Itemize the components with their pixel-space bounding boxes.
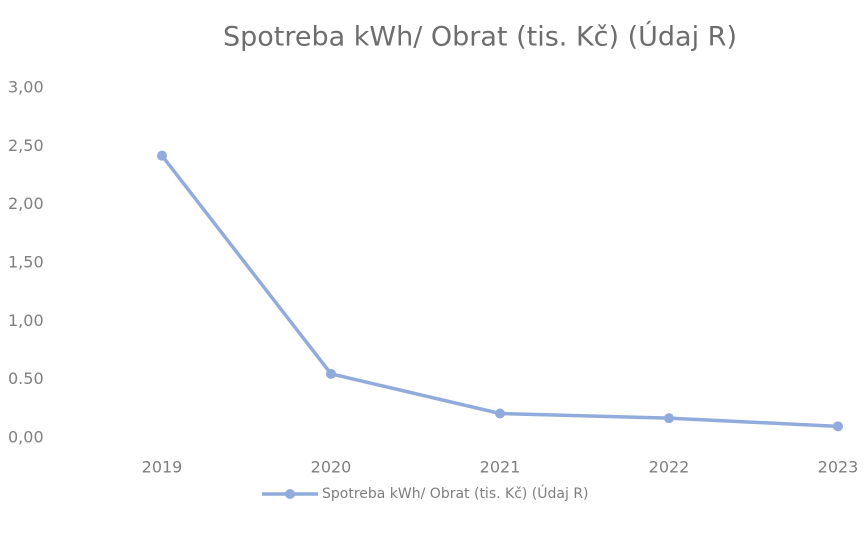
- point: [157, 150, 167, 161]
- x-tick-label: 2022: [649, 458, 690, 477]
- y-tick-label: 0.50: [8, 369, 44, 388]
- y-tick-label: 1,00: [8, 311, 44, 330]
- y-tick-label: 2,00: [8, 194, 44, 213]
- point: [833, 421, 843, 432]
- legend-label: Spotreba kWh/ Obrat (tis. Kč) (Údaj R): [322, 484, 589, 502]
- x-tick-label: 2021: [480, 458, 521, 477]
- point: [495, 408, 505, 419]
- series-line: [160, 154, 839, 429]
- chart-title: Spotreba kWh/ Obrat (tis. Kč) (Údaj R): [223, 21, 737, 53]
- y-tick-label: 1,50: [8, 253, 44, 272]
- y-tick-label: 3,00: [8, 78, 44, 97]
- y-tick-label: 2,50: [8, 136, 44, 155]
- x-tick-label: 2019: [142, 458, 183, 477]
- y-tick-label: 0,00: [8, 428, 44, 447]
- point: [326, 368, 336, 379]
- legend-marker: [285, 489, 295, 499]
- x-tick-label: 2020: [311, 458, 352, 477]
- point: [664, 413, 674, 424]
- x-tick-label: 2023: [818, 458, 859, 477]
